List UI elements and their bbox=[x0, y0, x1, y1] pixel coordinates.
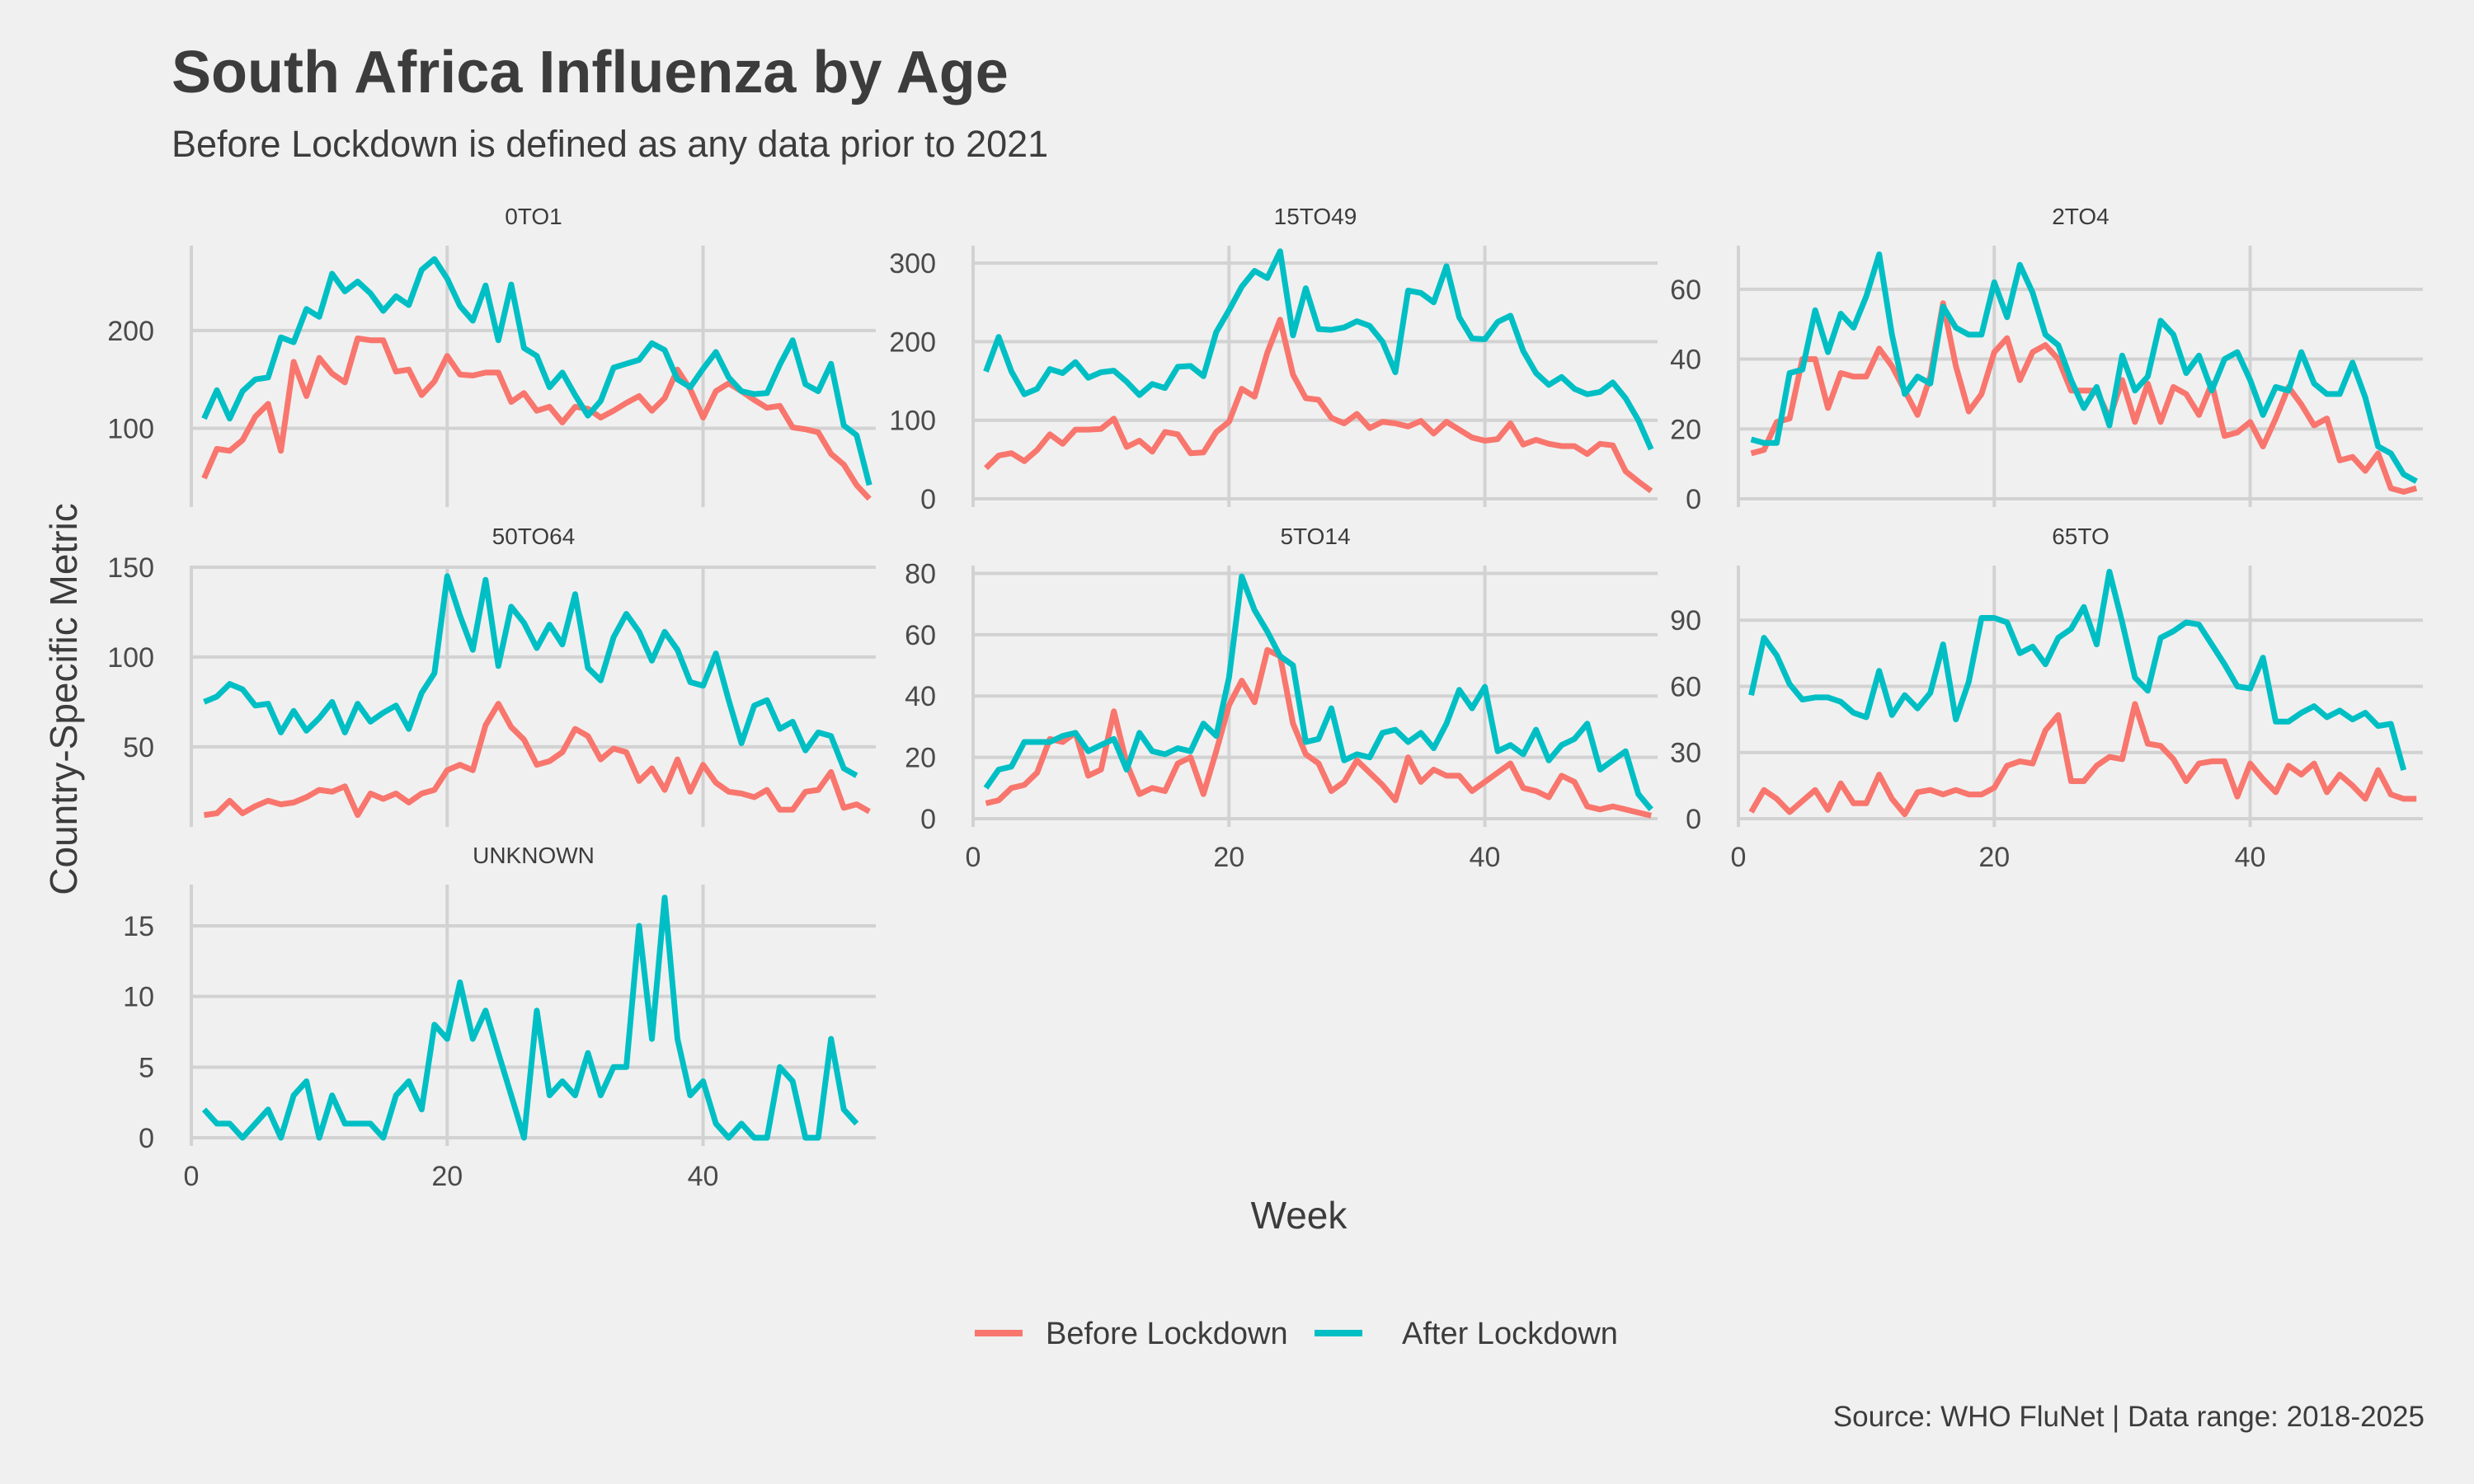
series-line-before-15to49 bbox=[984, 317, 1653, 494]
x-tick-label: 0 bbox=[1731, 842, 1747, 873]
series-line-before-50to64 bbox=[204, 701, 871, 819]
chart-title: South Africa Influenza by Age bbox=[172, 40, 1009, 106]
y-tick-label: 0 bbox=[920, 804, 936, 835]
panel-title-2to4: 2TO4 bbox=[2052, 204, 2109, 229]
x-tick-label: 40 bbox=[2235, 842, 2266, 873]
panel-15to49: 15TO49 0 100 200 300 bbox=[889, 204, 1658, 515]
series-line-before-2to4 bbox=[1750, 300, 2418, 495]
series-line-after-unknown bbox=[201, 895, 859, 1141]
y-tick-label: 5 bbox=[139, 1052, 154, 1083]
panel-title-0to1: 0TO1 bbox=[505, 204, 562, 229]
y-tick-label: 100 bbox=[889, 406, 936, 437]
y-tick-label: 0 bbox=[1686, 804, 1701, 835]
series-line-after-15to49 bbox=[983, 248, 1654, 451]
series-line-before-5to14 bbox=[985, 646, 1653, 819]
panel-title-15to49: 15TO49 bbox=[1274, 204, 1357, 229]
y-tick-label: 40 bbox=[905, 681, 936, 712]
y-tick-label: 15 bbox=[123, 911, 154, 942]
legend-label-after: After Lockdown bbox=[1402, 1317, 1618, 1351]
y-axis-title: Country-Specific Metric bbox=[42, 503, 85, 895]
x-tick-label: 20 bbox=[431, 1161, 463, 1192]
y-tick-label: 60 bbox=[905, 620, 936, 651]
y-tick-label: 20 bbox=[905, 743, 936, 774]
chart-caption: Source: WHO FluNet | Data range: 2018-20… bbox=[1833, 1401, 2425, 1433]
legend-label-before: Before Lockdown bbox=[1046, 1317, 1288, 1351]
x-tick-label: 0 bbox=[966, 842, 981, 873]
y-tick-label: 60 bbox=[1670, 671, 1701, 702]
series-line-after-5to14 bbox=[983, 573, 1653, 812]
y-tick-label: 10 bbox=[123, 982, 154, 1013]
y-tick-label: 150 bbox=[107, 552, 154, 584]
series-line-after-0to1 bbox=[201, 256, 872, 486]
panel-unknown: UNKNOWN 0 5 10 15 0 20 40 bbox=[123, 843, 876, 1192]
panel-2to4: 2TO4 0 20 40 60 bbox=[1670, 204, 2423, 515]
panel-50to64: 50TO64 50 100 150 bbox=[107, 524, 876, 827]
y-tick-label: 20 bbox=[1670, 414, 1701, 445]
x-tick-label: 40 bbox=[1470, 842, 1501, 873]
x-tick-label: 0 bbox=[184, 1161, 200, 1192]
y-tick-label: 30 bbox=[1670, 738, 1701, 769]
y-tick-label: 0 bbox=[1686, 484, 1701, 515]
y-tick-label: 0 bbox=[920, 484, 936, 515]
series-line-after-65to bbox=[1748, 568, 2407, 772]
y-tick-label: 50 bbox=[123, 732, 154, 763]
y-tick-label: 80 bbox=[905, 558, 936, 589]
panel-title-65to: 65TO bbox=[2052, 524, 2109, 549]
x-axis-title: Week bbox=[1251, 1194, 1348, 1237]
series-line-after-50to64 bbox=[203, 573, 858, 778]
legend: Before Lockdown After Lockdown bbox=[975, 1317, 1618, 1351]
y-tick-label: 300 bbox=[889, 248, 936, 279]
y-tick-label: 40 bbox=[1670, 345, 1701, 376]
panel-65to: 65TO 0 30 60 90 0 20 40 bbox=[1670, 524, 2423, 873]
y-tick-label: 60 bbox=[1670, 275, 1701, 306]
panel-title-5to14: 5TO14 bbox=[1280, 524, 1350, 549]
panel-0to1: 0TO1 100 200 bbox=[107, 204, 876, 507]
panel-title-unknown: UNKNOWN bbox=[473, 843, 595, 868]
x-tick-label: 20 bbox=[1978, 842, 2010, 873]
panel-5to14: 5TO14 0 20 40 60 80 0 20 40 bbox=[905, 524, 1658, 873]
panel-title-50to64: 50TO64 bbox=[492, 524, 576, 549]
chart-subtitle: Before Lockdown is defined as any data p… bbox=[172, 123, 1048, 165]
y-tick-label: 100 bbox=[107, 414, 154, 445]
y-tick-label: 100 bbox=[107, 642, 154, 674]
x-tick-label: 40 bbox=[688, 1161, 719, 1192]
y-tick-label: 200 bbox=[107, 316, 154, 347]
y-tick-label: 200 bbox=[889, 326, 936, 358]
y-tick-label: 0 bbox=[139, 1123, 154, 1154]
series-line-before-0to1 bbox=[201, 335, 872, 501]
series-line-before-65to bbox=[1748, 701, 2417, 818]
y-tick-label: 90 bbox=[1670, 605, 1701, 636]
series-line-after-2to4 bbox=[1750, 251, 2418, 484]
x-tick-label: 20 bbox=[1213, 842, 1244, 873]
facet-panels: 0TO110020015TO4901002003002TO4020406050T… bbox=[107, 204, 2423, 1192]
